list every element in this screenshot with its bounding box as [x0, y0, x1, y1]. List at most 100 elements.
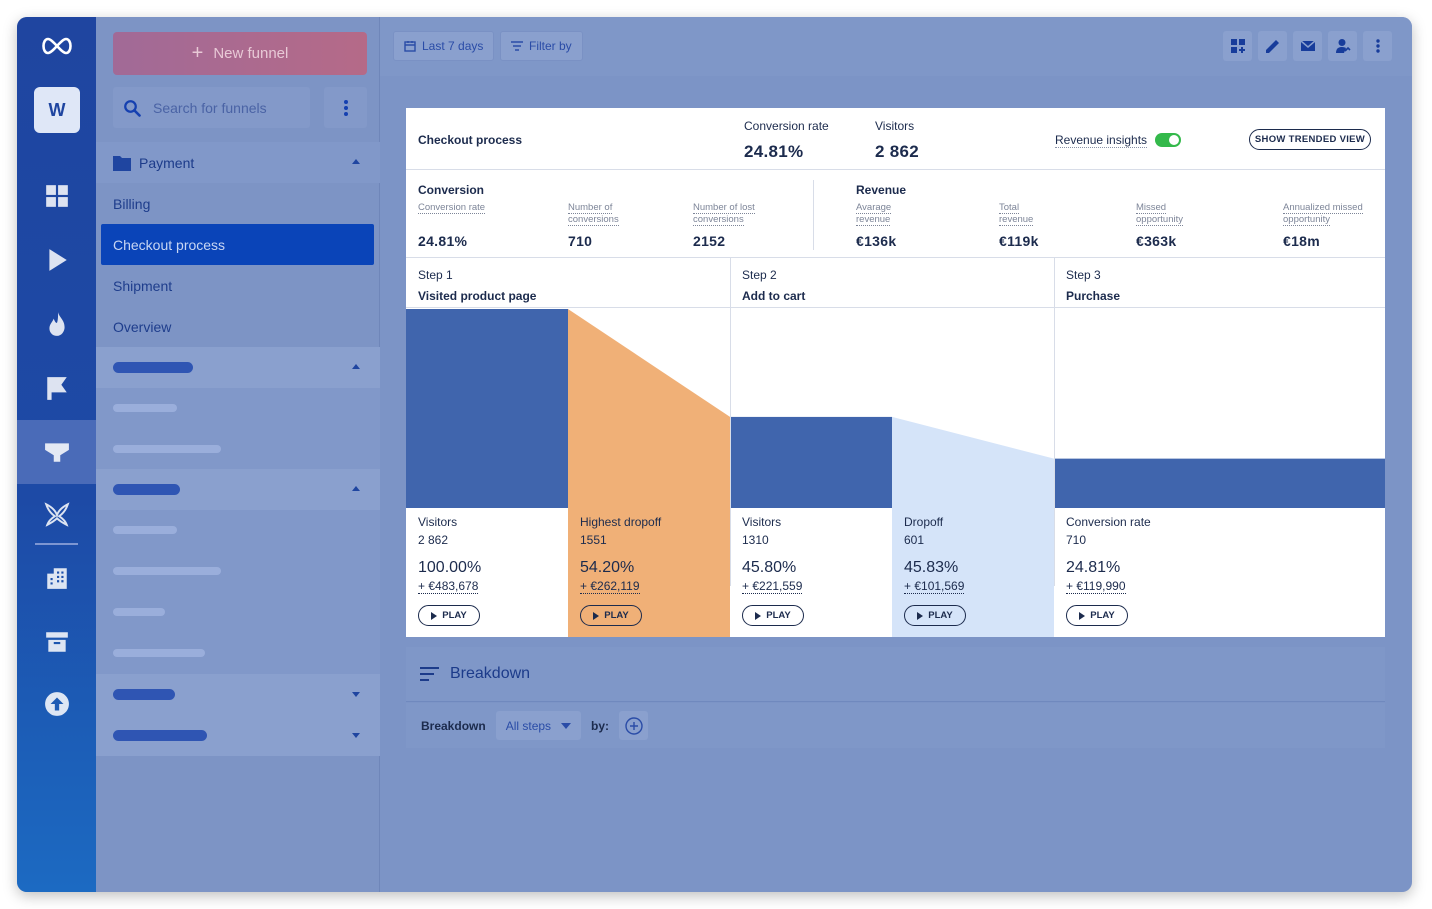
play-button[interactable]: PLAY — [418, 605, 480, 626]
sidebar-item-overview[interactable]: Overview — [113, 318, 172, 335]
new-funnel-button[interactable]: + New funnel — [113, 32, 367, 75]
play-label: PLAY — [766, 610, 791, 621]
play-label: PLAY — [604, 610, 629, 621]
metric-label: Dropoff — [904, 515, 944, 529]
infinity-logo-icon[interactable] — [39, 35, 75, 57]
metric-count: 1551 — [580, 533, 607, 547]
metric-cell: Visitors 2 862 100.00% + €483,678 PLAY — [406, 508, 568, 637]
summary-row: Conversion Conversion rate 24.81% Number… — [406, 170, 1385, 258]
rail-goals[interactable] — [17, 356, 96, 420]
summary-divider — [813, 180, 814, 250]
expand-caret-icon — [352, 733, 360, 738]
rail-funnels[interactable] — [17, 420, 96, 484]
archive-icon — [45, 632, 68, 652]
total-revenue-value: €119k — [999, 233, 1039, 249]
grid-add-icon — [1230, 39, 1245, 53]
funnel-bar-step-1 — [406, 309, 568, 508]
funnel-icon — [44, 443, 69, 462]
placeholder-group — [96, 347, 380, 388]
funnel-chart-svg — [406, 309, 1385, 508]
sidebar-item-checkout-process[interactable]: Checkout process — [101, 224, 374, 265]
more-button[interactable] — [1363, 31, 1392, 61]
sidebar-menu-button[interactable] — [324, 87, 367, 128]
new-funnel-label: New funnel — [213, 45, 289, 62]
group-payment[interactable]: Payment — [96, 142, 380, 183]
average-revenue-value: €136k — [856, 233, 897, 249]
revenue-insights-toggle[interactable] — [1155, 133, 1181, 147]
upload-icon — [44, 692, 69, 716]
metric-count: 601 — [904, 533, 925, 547]
group-payment-label: Payment — [139, 154, 195, 171]
funnel-dropoff-1 — [568, 309, 730, 508]
metric-label: Conversion rate — [1066, 515, 1151, 529]
metric-percent: 24.81% — [1066, 559, 1121, 576]
edit-button[interactable] — [1258, 31, 1287, 61]
revenue-insights-label: Revenue insights — [1055, 133, 1148, 148]
date-range-button[interactable]: Last 7 days — [393, 31, 495, 61]
metric-count: 710 — [1066, 533, 1087, 547]
rail-organization[interactable] — [17, 546, 96, 610]
search-icon — [124, 99, 141, 117]
play-icon — [48, 249, 67, 271]
date-range-label: Last 7 days — [422, 39, 484, 53]
sidebar-item-shipment[interactable]: Shipment — [113, 277, 173, 294]
search-input[interactable]: Search for funnels — [113, 87, 310, 128]
metric-revenue: + €262,119 — [580, 579, 640, 594]
play-button[interactable]: PLAY — [742, 605, 804, 626]
rail-heatmaps[interactable] — [17, 292, 96, 356]
funnel-chart — [406, 309, 1385, 508]
metric-label: Visitors — [418, 515, 458, 529]
search-placeholder: Search for funnels — [153, 99, 267, 116]
breakdown-steps-select[interactable]: All steps — [495, 711, 582, 740]
email-button[interactable] — [1293, 31, 1322, 61]
rail-forms[interactable] — [17, 482, 96, 546]
user-share-icon — [1335, 39, 1351, 53]
funnel-steps-header: Step 1 Visited product page Step 2 Add t… — [406, 258, 1385, 308]
conversion-rate-label: Conversion rate — [744, 119, 829, 133]
metric-revenue: + €483,678 — [418, 579, 479, 594]
add-breakdown-button[interactable] — [619, 711, 649, 740]
collapse-caret-icon — [352, 364, 360, 369]
dashboard-icon — [45, 185, 68, 207]
app-window: W + New funnel — [17, 17, 1412, 892]
rail-archive[interactable] — [17, 610, 96, 674]
sidebar-item-billing[interactable]: Billing — [113, 195, 151, 212]
metric-percent: 45.80% — [742, 559, 797, 576]
pencil-icon — [1265, 40, 1279, 53]
play-icon — [593, 611, 600, 620]
filter-button[interactable]: Filter by — [500, 31, 583, 61]
step-1-header: Step 1 Visited product page — [406, 258, 730, 308]
play-icon — [431, 611, 438, 620]
show-trended-view-button[interactable]: SHOW TRENDED VIEW — [1249, 129, 1371, 150]
play-button[interactable]: PLAY — [580, 605, 642, 626]
conversion-rate-summary-label: Conversion rate — [418, 202, 486, 214]
step-number: Step 3 — [1066, 268, 1101, 282]
metric-count: 1310 — [742, 533, 769, 547]
conversions-count-value: 710 — [568, 233, 593, 249]
calendar-icon — [404, 41, 416, 52]
conversion-rate-value: 24.81% — [744, 142, 804, 161]
mail-icon — [1300, 40, 1315, 51]
rail-dashboard[interactable] — [17, 164, 96, 228]
play-button[interactable]: PLAY — [904, 605, 966, 626]
funnel-sidebar: + New funnel Search for funnels Payment … — [96, 17, 380, 892]
breakdown-select-value: All steps — [505, 718, 552, 733]
report-header: Checkout process Conversion rate 24.81% … — [406, 108, 1385, 170]
funnel-report-card: Checkout process Conversion rate 24.81% … — [406, 108, 1385, 637]
step-title: Add to cart — [742, 289, 806, 303]
placeholder-bar — [113, 608, 165, 616]
step-number: Step 1 — [418, 268, 453, 282]
metric-label: Highest dropoff — [580, 515, 662, 529]
missed-opportunity-value: €363k — [1136, 233, 1177, 249]
workspace-avatar[interactable]: W — [34, 87, 80, 133]
layout-button[interactable] — [1223, 31, 1252, 61]
average-revenue-label: Avarage revenue — [856, 202, 892, 226]
step-number: Step 2 — [742, 268, 777, 282]
top-toolbar: Last 7 days Filter by — [380, 17, 1412, 76]
share-button[interactable] — [1328, 31, 1357, 61]
flame-icon — [48, 312, 65, 336]
metric-revenue: + €101,569 — [904, 579, 965, 594]
rail-upgrade[interactable] — [17, 672, 96, 736]
play-button[interactable]: PLAY — [1066, 605, 1128, 626]
rail-recordings[interactable] — [17, 228, 96, 292]
